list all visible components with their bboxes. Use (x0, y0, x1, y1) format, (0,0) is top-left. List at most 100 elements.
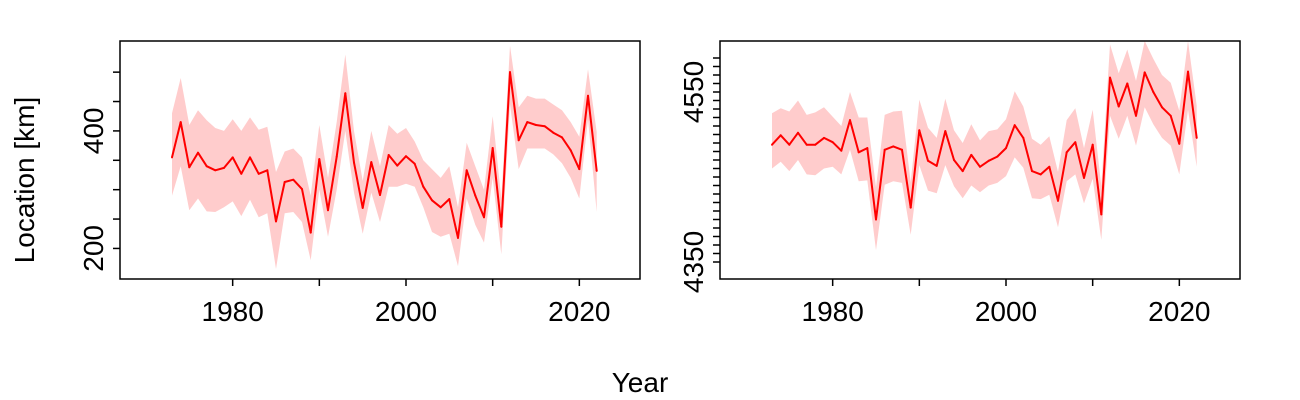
data-point (788, 143, 791, 146)
data-point (552, 131, 555, 134)
y-tick-label: 4550 (678, 61, 709, 123)
series-line (771, 70, 1198, 221)
data-point (1065, 151, 1068, 154)
data-point (249, 156, 251, 159)
data-point (266, 169, 269, 172)
data-point (197, 151, 199, 154)
data-point (1169, 114, 1172, 117)
data-point (1057, 199, 1059, 202)
y-tick-label: 200 (78, 225, 109, 272)
data-point (595, 169, 598, 172)
data-point (823, 136, 825, 139)
data-point (240, 172, 243, 175)
data-point (500, 225, 503, 228)
data-point (517, 139, 520, 142)
y-axis-title: Location [km] (9, 97, 40, 264)
data-point (526, 121, 529, 124)
data-point (1161, 106, 1163, 109)
data-point (831, 141, 834, 144)
data-point (309, 231, 312, 234)
data-point (292, 178, 295, 181)
data-point (535, 124, 537, 126)
data-point (935, 164, 938, 167)
data-point (1039, 173, 1042, 176)
data-point (1187, 70, 1189, 73)
x-tick-label: 1980 (202, 296, 264, 327)
data-point (996, 155, 999, 158)
data-point (1126, 82, 1129, 85)
data-point (1074, 141, 1077, 144)
data-point (275, 220, 277, 223)
data-point (779, 134, 782, 137)
data-point (509, 71, 511, 74)
data-point (413, 162, 416, 165)
data-point (909, 206, 912, 209)
data-point (857, 151, 860, 154)
data-point (431, 199, 433, 202)
data-point (1100, 213, 1103, 216)
data-point (961, 170, 964, 173)
data-point (979, 165, 981, 168)
data-point (483, 216, 485, 219)
data-point (179, 121, 182, 124)
data-point (283, 181, 286, 183)
data-point (970, 153, 973, 156)
data-point (875, 218, 877, 221)
y-tick-label: 4350 (678, 231, 709, 293)
data-point (361, 206, 364, 209)
data-point (422, 185, 425, 188)
data-point (379, 194, 381, 196)
data-point (223, 166, 225, 169)
data-point (370, 161, 373, 164)
data-point (396, 164, 399, 167)
data-point (214, 169, 217, 172)
data-point (883, 148, 886, 151)
data-point (561, 136, 563, 139)
x-tick-label: 2000 (375, 296, 437, 327)
data-point (1013, 124, 1016, 127)
data-point (1083, 176, 1085, 179)
x-tick-label: 2020 (548, 296, 610, 327)
data-point (474, 194, 477, 197)
x-tick-label: 2020 (1148, 296, 1210, 327)
data-point (448, 198, 451, 201)
data-point (797, 131, 799, 134)
data-point (457, 236, 459, 239)
data-point (849, 119, 851, 122)
right-panel: 1980 2000 2020 4350 4550 (678, 40, 1241, 327)
data-point (1022, 136, 1025, 139)
data-point (344, 92, 347, 95)
x-tick-label: 2000 (975, 296, 1037, 327)
data-point (944, 130, 947, 133)
data-point (1005, 147, 1007, 150)
data-point (1178, 142, 1181, 145)
data-point (1135, 114, 1137, 117)
data-point (814, 143, 817, 146)
left-panel: 1980 2000 2020 200 400 (78, 40, 641, 327)
data-point (1195, 136, 1198, 139)
data-point (1048, 165, 1051, 168)
data-point (257, 172, 260, 175)
x-axis-title: Year (612, 367, 669, 398)
data-point (327, 209, 329, 212)
y-tick-label: 400 (78, 108, 109, 155)
data-point (918, 129, 921, 132)
data-point (927, 159, 929, 162)
data-point (335, 155, 338, 158)
x-tick-label: 1980 (802, 296, 864, 327)
data-point (231, 156, 234, 159)
data-point (171, 156, 173, 159)
data-point (805, 143, 808, 146)
data-point (987, 159, 990, 162)
data-point (465, 169, 468, 172)
data-point (569, 149, 572, 152)
data-point (1152, 91, 1155, 93)
data-point (840, 149, 843, 152)
data-point (953, 159, 955, 161)
data-point (439, 206, 442, 209)
data-point (491, 147, 494, 149)
data-point (405, 155, 407, 158)
data-point (1031, 170, 1033, 173)
data-point (543, 125, 546, 128)
